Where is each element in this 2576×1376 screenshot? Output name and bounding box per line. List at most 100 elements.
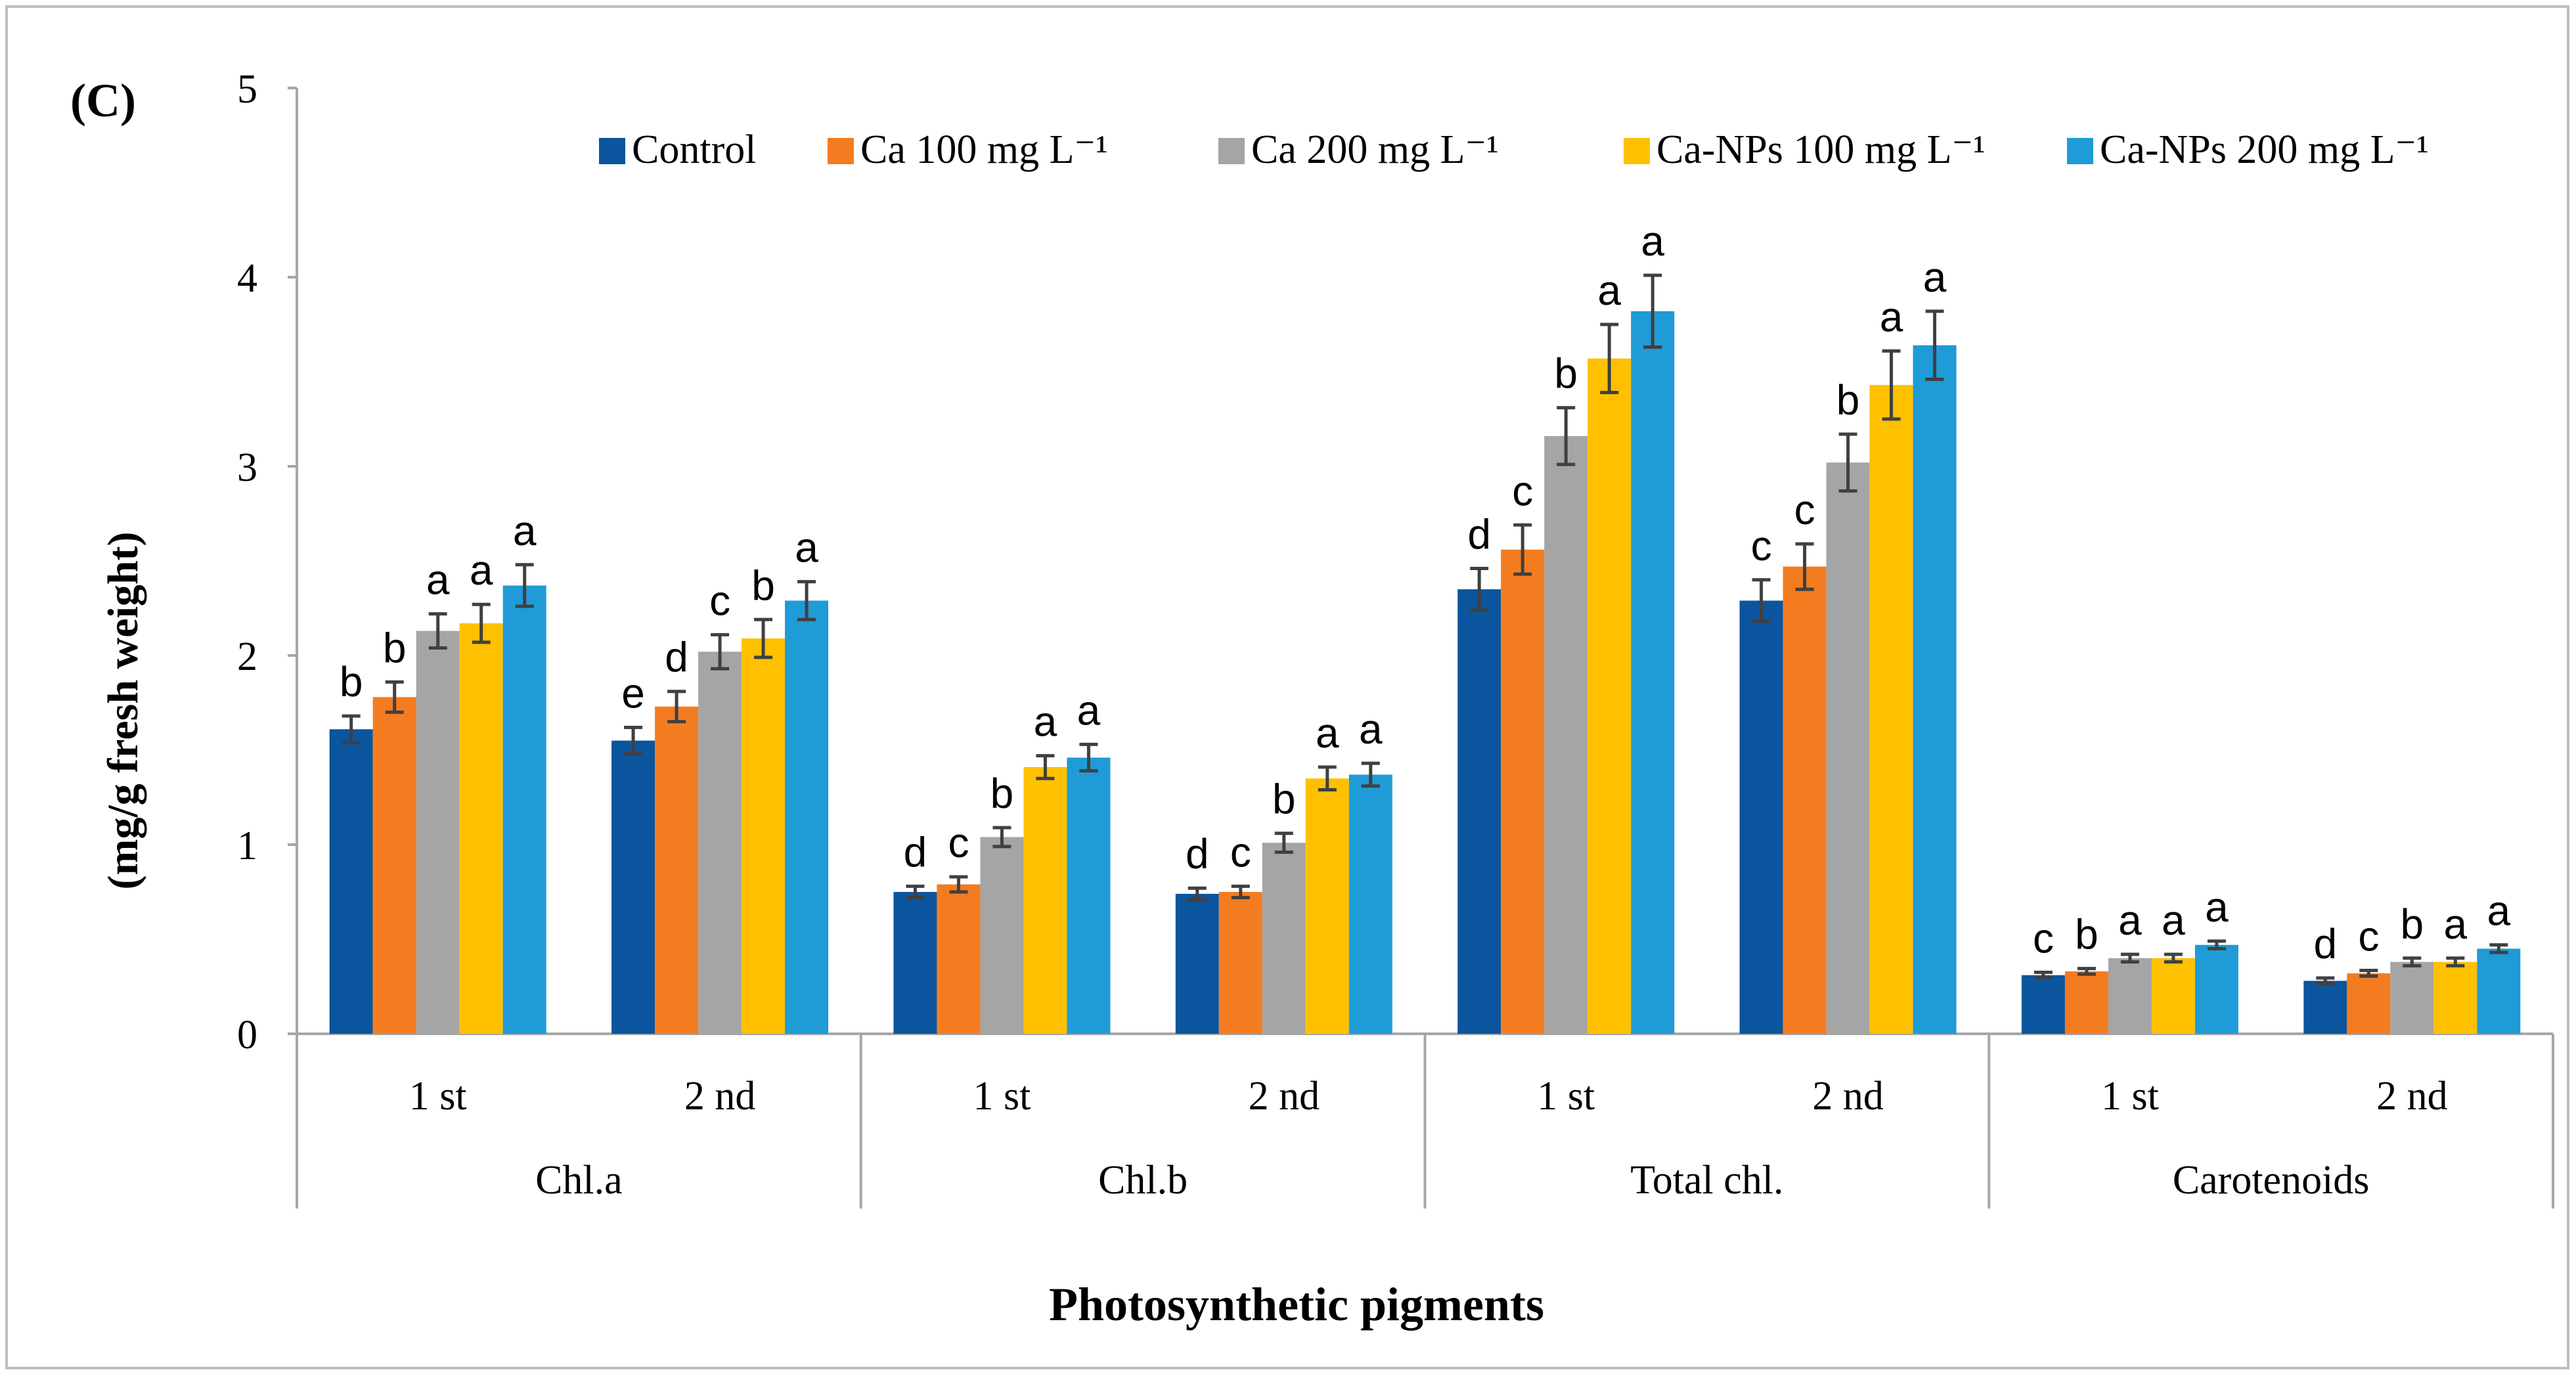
significance-letter: a (2487, 887, 2511, 935)
bar (2347, 973, 2391, 1034)
bar (611, 740, 655, 1034)
bar (502, 585, 546, 1034)
chart-frame: 0 1 2 3 4 5 1 st 2 nd Chl.a 1 st 2 nd Chl.b 1 st 2 nd… (5, 5, 2569, 1369)
subcategory-label: 1 st (409, 1074, 467, 1119)
bar (655, 706, 699, 1034)
significance-letter: b (1554, 350, 1578, 397)
bar (372, 697, 416, 1034)
bar (742, 638, 786, 1034)
legend-swatch (1624, 138, 1650, 164)
bars-layer (329, 311, 2521, 1034)
significance-letter: b (340, 658, 363, 705)
panel-label: (C) (70, 74, 136, 127)
group-label: Total chl. (1630, 1158, 1783, 1203)
error-bars-layer (342, 273, 2508, 986)
bar (1348, 774, 1392, 1034)
y-tick-label: 2 (237, 634, 257, 679)
bar (2151, 958, 2195, 1034)
significance-letter: d (904, 828, 927, 876)
legend-label: Ca-NPs 100 mg L⁻¹ (1656, 127, 1986, 172)
subcategory-label: 1 st (1537, 1074, 1595, 1119)
bar (893, 892, 937, 1034)
legend-swatch (599, 138, 625, 164)
significance-letter: d (1467, 511, 1491, 558)
significance-letter: e (621, 669, 645, 717)
subcategory-label: 1 st (973, 1074, 1031, 1119)
significance-letter: c (1230, 828, 1251, 876)
bar (698, 652, 742, 1034)
bar (1023, 766, 1067, 1034)
axes-layer: 0 1 2 3 4 5 1 st 2 nd Chl.a 1 st 2 nd Chl.b 1 st 2 nd… (237, 67, 2554, 1209)
y-tick-label: 4 (237, 256, 257, 301)
significance-letter: a (513, 507, 537, 554)
group-label: Carotenoids (2173, 1158, 2370, 1203)
significance-letter: b (990, 770, 1014, 817)
subcategory-label: 2 nd (2376, 1074, 2448, 1119)
significance-letter: d (2314, 920, 2338, 967)
significance-letter: a (1597, 267, 1621, 314)
significance-letter: a (1316, 709, 1339, 757)
bar (329, 729, 373, 1034)
significance-letter: a (2205, 883, 2229, 931)
subcategory-label: 2 nd (1249, 1074, 1320, 1119)
significance-letter: a (1641, 217, 1664, 265)
bar (980, 837, 1024, 1034)
significance-letter: a (1359, 705, 1383, 753)
significance-letter: a (2118, 897, 2142, 944)
bar (2303, 981, 2347, 1034)
legend-unit-superscript: ⁻¹ (2395, 127, 2429, 172)
legend-unit-superscript: ⁻¹ (1952, 127, 1986, 172)
legend-unit-superscript: ⁻¹ (1074, 127, 1107, 172)
significance-letter: b (751, 562, 775, 609)
bar (1218, 892, 1262, 1034)
bar (2108, 958, 2152, 1034)
bar (2064, 971, 2108, 1034)
legend-swatch (828, 138, 854, 164)
legend-swatch (2067, 138, 2093, 164)
significance-letter: a (1880, 293, 1903, 340)
y-tick-label: 3 (237, 445, 257, 490)
significance-letter: d (665, 634, 688, 681)
significance-letter: b (1836, 376, 1860, 424)
bar (1262, 843, 1306, 1034)
significance-letter: d (1186, 830, 1209, 877)
bar (1457, 589, 1501, 1034)
significance-letter: a (470, 546, 493, 594)
bar (1305, 778, 1349, 1034)
significance-letter: b (1272, 776, 1296, 823)
group-label: Chl.a (535, 1158, 623, 1203)
y-tick-label: 1 (237, 824, 257, 868)
bar (1913, 345, 1957, 1034)
group-label: Chl.b (1098, 1158, 1188, 1203)
legend-label: Ca 200 mg L⁻¹ (1251, 127, 1499, 172)
bar (785, 600, 829, 1034)
subcategory-label: 1 st (2101, 1074, 2159, 1119)
significance-letter: c (709, 577, 730, 624)
significance-letter: c (1751, 522, 1772, 569)
significance-letter: a (426, 556, 450, 604)
bar (459, 623, 503, 1034)
bar (1739, 600, 1783, 1034)
bar (2021, 975, 2065, 1034)
significance-letter: b (383, 624, 407, 671)
significance-letter: c (948, 819, 969, 866)
legend-label: Ca-NPs 200 mg L⁻¹ (2100, 127, 2429, 172)
bar-chart: 0 1 2 3 4 5 1 st 2 nd Chl.a 1 st 2 nd Chl.b 1 st 2 nd… (70, 67, 2554, 1331)
significance-letter: a (1077, 686, 1101, 734)
bar (2433, 962, 2477, 1034)
significance-letter: a (795, 524, 818, 571)
bar (1501, 549, 1545, 1034)
legend: Control Ca 100 mg L⁻¹ Ca 200 mg L⁻¹ Ca-NPs … (599, 127, 2429, 172)
significance-letter: c (2033, 914, 2054, 962)
legend-swatch (1218, 138, 1245, 164)
y-tick-label: 5 (237, 67, 257, 112)
bar (416, 631, 460, 1034)
legend-label: Ca 100 mg L⁻¹ (860, 127, 1108, 172)
bar (1631, 311, 1675, 1034)
bar (1783, 566, 1827, 1034)
y-axis-title: (mg/g fresh weight) (99, 531, 147, 889)
legend-unit-superscript: ⁻¹ (1465, 127, 1498, 172)
significance-letter: c (1512, 467, 1533, 514)
bar (1869, 385, 1913, 1034)
bar (1544, 435, 1588, 1034)
